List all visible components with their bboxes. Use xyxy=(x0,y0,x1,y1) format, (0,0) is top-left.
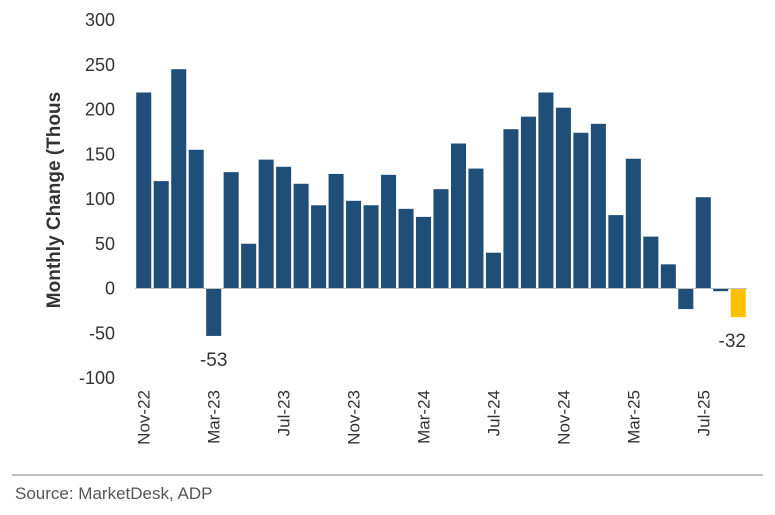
bar-Apr-24 xyxy=(433,189,449,289)
bar-Aug-25 xyxy=(713,288,729,292)
bars xyxy=(136,69,746,336)
bar-Dec-22 xyxy=(153,181,169,289)
bar-Dec-23 xyxy=(363,205,379,289)
y-tick-label: 150 xyxy=(85,144,115,164)
bar-Feb-24 xyxy=(398,208,414,289)
x-tick-label: Mar-23 xyxy=(205,390,224,444)
x-tick-label: Mar-24 xyxy=(415,390,434,444)
bar-Aug-23 xyxy=(293,183,309,289)
bar-Oct-23 xyxy=(328,173,344,289)
bar-Nov-23 xyxy=(346,200,362,289)
bar-chart: 300 250 200 150 100 50 0 -50 -100 Monthly Change… xyxy=(44,10,747,445)
y-tick-label: 50 xyxy=(95,234,115,254)
y-tick-label: 250 xyxy=(85,55,115,75)
bar-Sep-23 xyxy=(311,205,327,289)
bar-Jul-25 xyxy=(695,197,711,289)
bar-May-25 xyxy=(660,264,676,289)
y-tick-label: 300 xyxy=(85,10,115,30)
y-tick-label: -50 xyxy=(89,323,115,343)
bar-Mar-25 xyxy=(625,158,641,289)
x-axis-ticks: Nov-22 Mar-23 Jul-23 Nov-23 Mar-24 Jul-24 Nov-… xyxy=(135,390,714,445)
data-label: -53 xyxy=(200,350,227,371)
y-axis-ticks: 300 250 200 150 100 50 0 -50 -100 xyxy=(79,10,115,388)
bar-Mar-24 xyxy=(416,216,432,289)
source-note: Source: MarketDesk, ADP xyxy=(15,484,213,503)
bar-Jul-24 xyxy=(485,252,501,289)
x-tick-label: Nov-22 xyxy=(135,390,154,445)
data-label: -32 xyxy=(719,331,746,352)
bar-Sep-24 xyxy=(520,116,536,289)
bar-Oct-24 xyxy=(538,92,554,289)
bar-Apr-23 xyxy=(223,172,239,289)
bar-Apr-25 xyxy=(643,236,659,289)
x-tick-label: Mar-25 xyxy=(624,390,643,444)
bar-Aug-24 xyxy=(503,129,519,289)
bar-Jan-24 xyxy=(381,174,397,289)
bar-Feb-25 xyxy=(608,215,624,289)
x-tick-label: Nov-23 xyxy=(345,390,364,445)
bar-Jun-23 xyxy=(258,159,274,289)
bar-Jul-23 xyxy=(276,166,292,289)
bar-Nov-22 xyxy=(136,92,152,289)
x-tick-label: Jul-24 xyxy=(484,390,503,436)
y-tick-label: 0 xyxy=(105,279,115,299)
divider xyxy=(12,474,763,476)
bar-May-23 xyxy=(241,243,257,289)
x-tick-label: Jul-23 xyxy=(275,390,294,436)
bar-Nov-24 xyxy=(555,107,571,289)
bar-Jan-23 xyxy=(171,69,187,289)
y-tick-label: -100 xyxy=(79,368,115,388)
bar-Feb-23 xyxy=(188,149,204,289)
annotations: -53 -32 xyxy=(200,331,746,371)
y-axis-label: Monthly Change (Thous xyxy=(44,92,65,308)
bar-Jun-24 xyxy=(468,168,484,289)
bar-Jan-25 xyxy=(590,123,606,289)
bar-Sep-25 xyxy=(730,288,746,318)
x-tick-label: Nov-24 xyxy=(554,390,573,445)
x-tick-label: Jul-25 xyxy=(694,390,713,436)
bar-Jun-25 xyxy=(678,288,694,310)
bar-Mar-23 xyxy=(206,288,222,336)
bar-May-24 xyxy=(450,143,467,289)
y-tick-label: 100 xyxy=(85,189,115,209)
y-tick-label: 200 xyxy=(85,100,115,120)
bar-Dec-24 xyxy=(573,132,589,289)
